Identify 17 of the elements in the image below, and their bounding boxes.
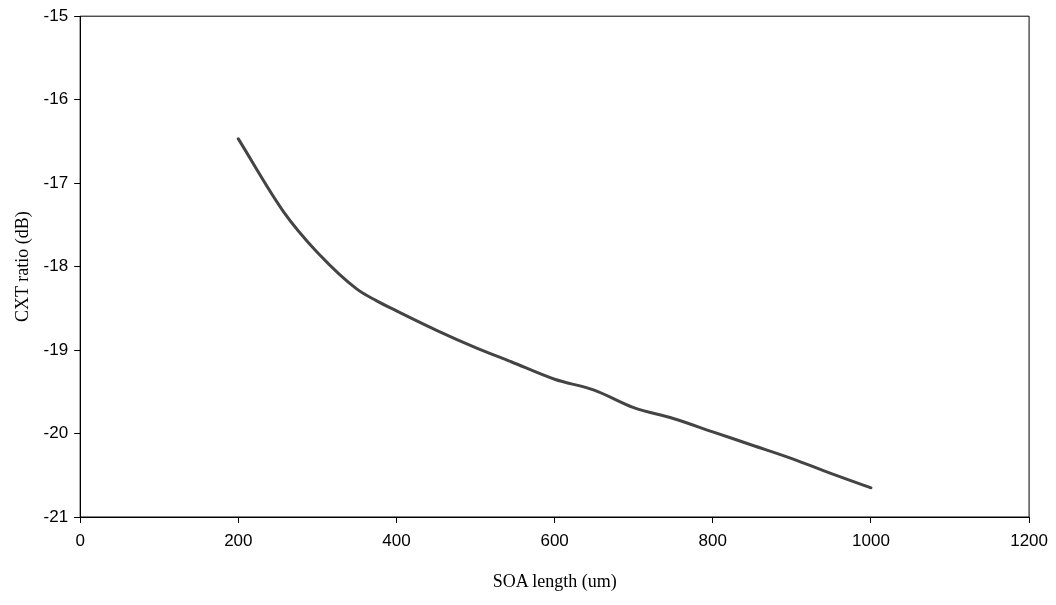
y-tick-label: -18 [43,256,69,276]
y-tick-label: -20 [43,423,69,443]
line-series [236,137,873,490]
x-tick-label: 1000 [852,530,890,550]
y-tick-label: -19 [43,339,69,359]
y-tick-label: -15 [43,5,69,25]
x-axis-title: SOA length (um) [492,570,617,592]
y-tick-label: -21 [43,506,69,526]
y-tick-label: -17 [43,172,69,192]
x-tick-label: 0 [75,530,85,550]
x-tick-label: 800 [698,530,727,550]
x-tick-label: 400 [382,530,411,550]
y-tick-label: -16 [43,89,69,109]
x-tick-label: 1200 [1010,530,1048,550]
x-tick-label: 600 [540,530,569,550]
y-axis-title: CXT ratio (dB) [11,211,33,322]
x-tick-label: 200 [224,530,253,550]
